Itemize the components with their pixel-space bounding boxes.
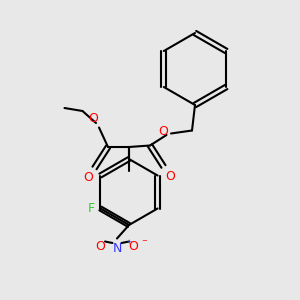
- Text: O: O: [165, 169, 175, 182]
- Text: O: O: [96, 240, 105, 253]
- Text: O: O: [158, 125, 168, 139]
- Text: N: N: [112, 242, 122, 254]
- Text: O: O: [83, 171, 93, 184]
- Text: $^+$: $^+$: [124, 239, 133, 249]
- Text: $^-$: $^-$: [140, 238, 148, 248]
- Text: O: O: [129, 240, 138, 253]
- Text: O: O: [88, 112, 98, 124]
- Text: F: F: [87, 202, 94, 215]
